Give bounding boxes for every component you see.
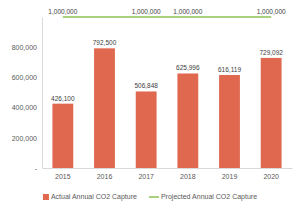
data-labels: 426,100 792,500 506,848 625,996 616,119 729,0… <box>48 8 286 102</box>
x-axis-line <box>43 168 293 169</box>
x-tick: 2018 <box>180 168 196 180</box>
y-tick: 400,000 <box>12 104 42 111</box>
x-tick: 2016 <box>97 168 113 180</box>
legend-label: Projected Annual CO2 Capture <box>161 193 257 201</box>
legend-item: Actual Annual CO2 Capture <box>43 193 137 201</box>
x-tick-label: 2017 <box>138 173 154 180</box>
y-tick-label: - <box>35 165 38 172</box>
data-label: 792,500 <box>93 39 117 46</box>
data-label: 506,848 <box>134 82 158 89</box>
x-tick-label: 2020 <box>263 173 279 180</box>
y-tick: 600,000 <box>12 74 42 81</box>
data-label: 616,119 <box>218 66 241 73</box>
data-label: 426,100 <box>51 95 75 102</box>
data-label: 625,996 <box>176 64 200 71</box>
x-tick: 2015 <box>55 168 71 180</box>
legend-swatch <box>43 194 49 200</box>
bar <box>94 48 115 168</box>
y-tick: 800,000 <box>12 44 42 51</box>
data-label: 1,000,000 <box>132 8 161 15</box>
line <box>63 16 271 18</box>
y-tick-label: 600,000 <box>12 74 37 81</box>
data-label: 1,000,000 <box>48 8 77 15</box>
bar <box>52 104 73 168</box>
y-axis-line <box>42 18 43 169</box>
y-tick-label: 800,000 <box>12 44 37 51</box>
x-tick-label: 2015 <box>55 173 71 180</box>
y-tick: 200,000 <box>12 135 42 142</box>
legend-item: Projected Annual CO2 Capture <box>149 193 257 201</box>
x-tick-label: 2018 <box>180 173 196 180</box>
plot: -200,000400,000600,000800,00020152016201… <box>12 8 293 180</box>
y-tick: - <box>35 165 42 172</box>
bar <box>177 73 198 168</box>
x-tick-label: 2016 <box>97 173 113 180</box>
x-tick: 2020 <box>263 168 279 180</box>
x-axis: 2015 2016 2017 2018 2019 2020 <box>43 168 293 180</box>
legend-swatch <box>149 196 159 198</box>
bar <box>136 91 157 168</box>
legend: Actual Annual CO2 Capture Projected Annua… <box>43 193 257 201</box>
y-tick-label: 200,000 <box>12 135 37 142</box>
marks <box>52 17 281 168</box>
data-label: 729,092 <box>259 49 283 56</box>
data-label: 1,000,000 <box>173 8 202 15</box>
legend-label: Actual Annual CO2 Capture <box>51 193 137 201</box>
chart: -200,000400,000600,000800,00020152016201… <box>0 0 300 205</box>
x-tick-label: 2019 <box>222 173 238 180</box>
bar <box>261 58 282 168</box>
y-tick-label: 400,000 <box>12 104 37 111</box>
y-axis: - 200,000 400,000 600,000 800,000 <box>12 18 43 172</box>
bar <box>219 75 240 168</box>
data-label: 1,000,000 <box>257 8 286 15</box>
x-tick: 2019 <box>222 168 238 180</box>
x-tick: 2017 <box>138 168 154 180</box>
